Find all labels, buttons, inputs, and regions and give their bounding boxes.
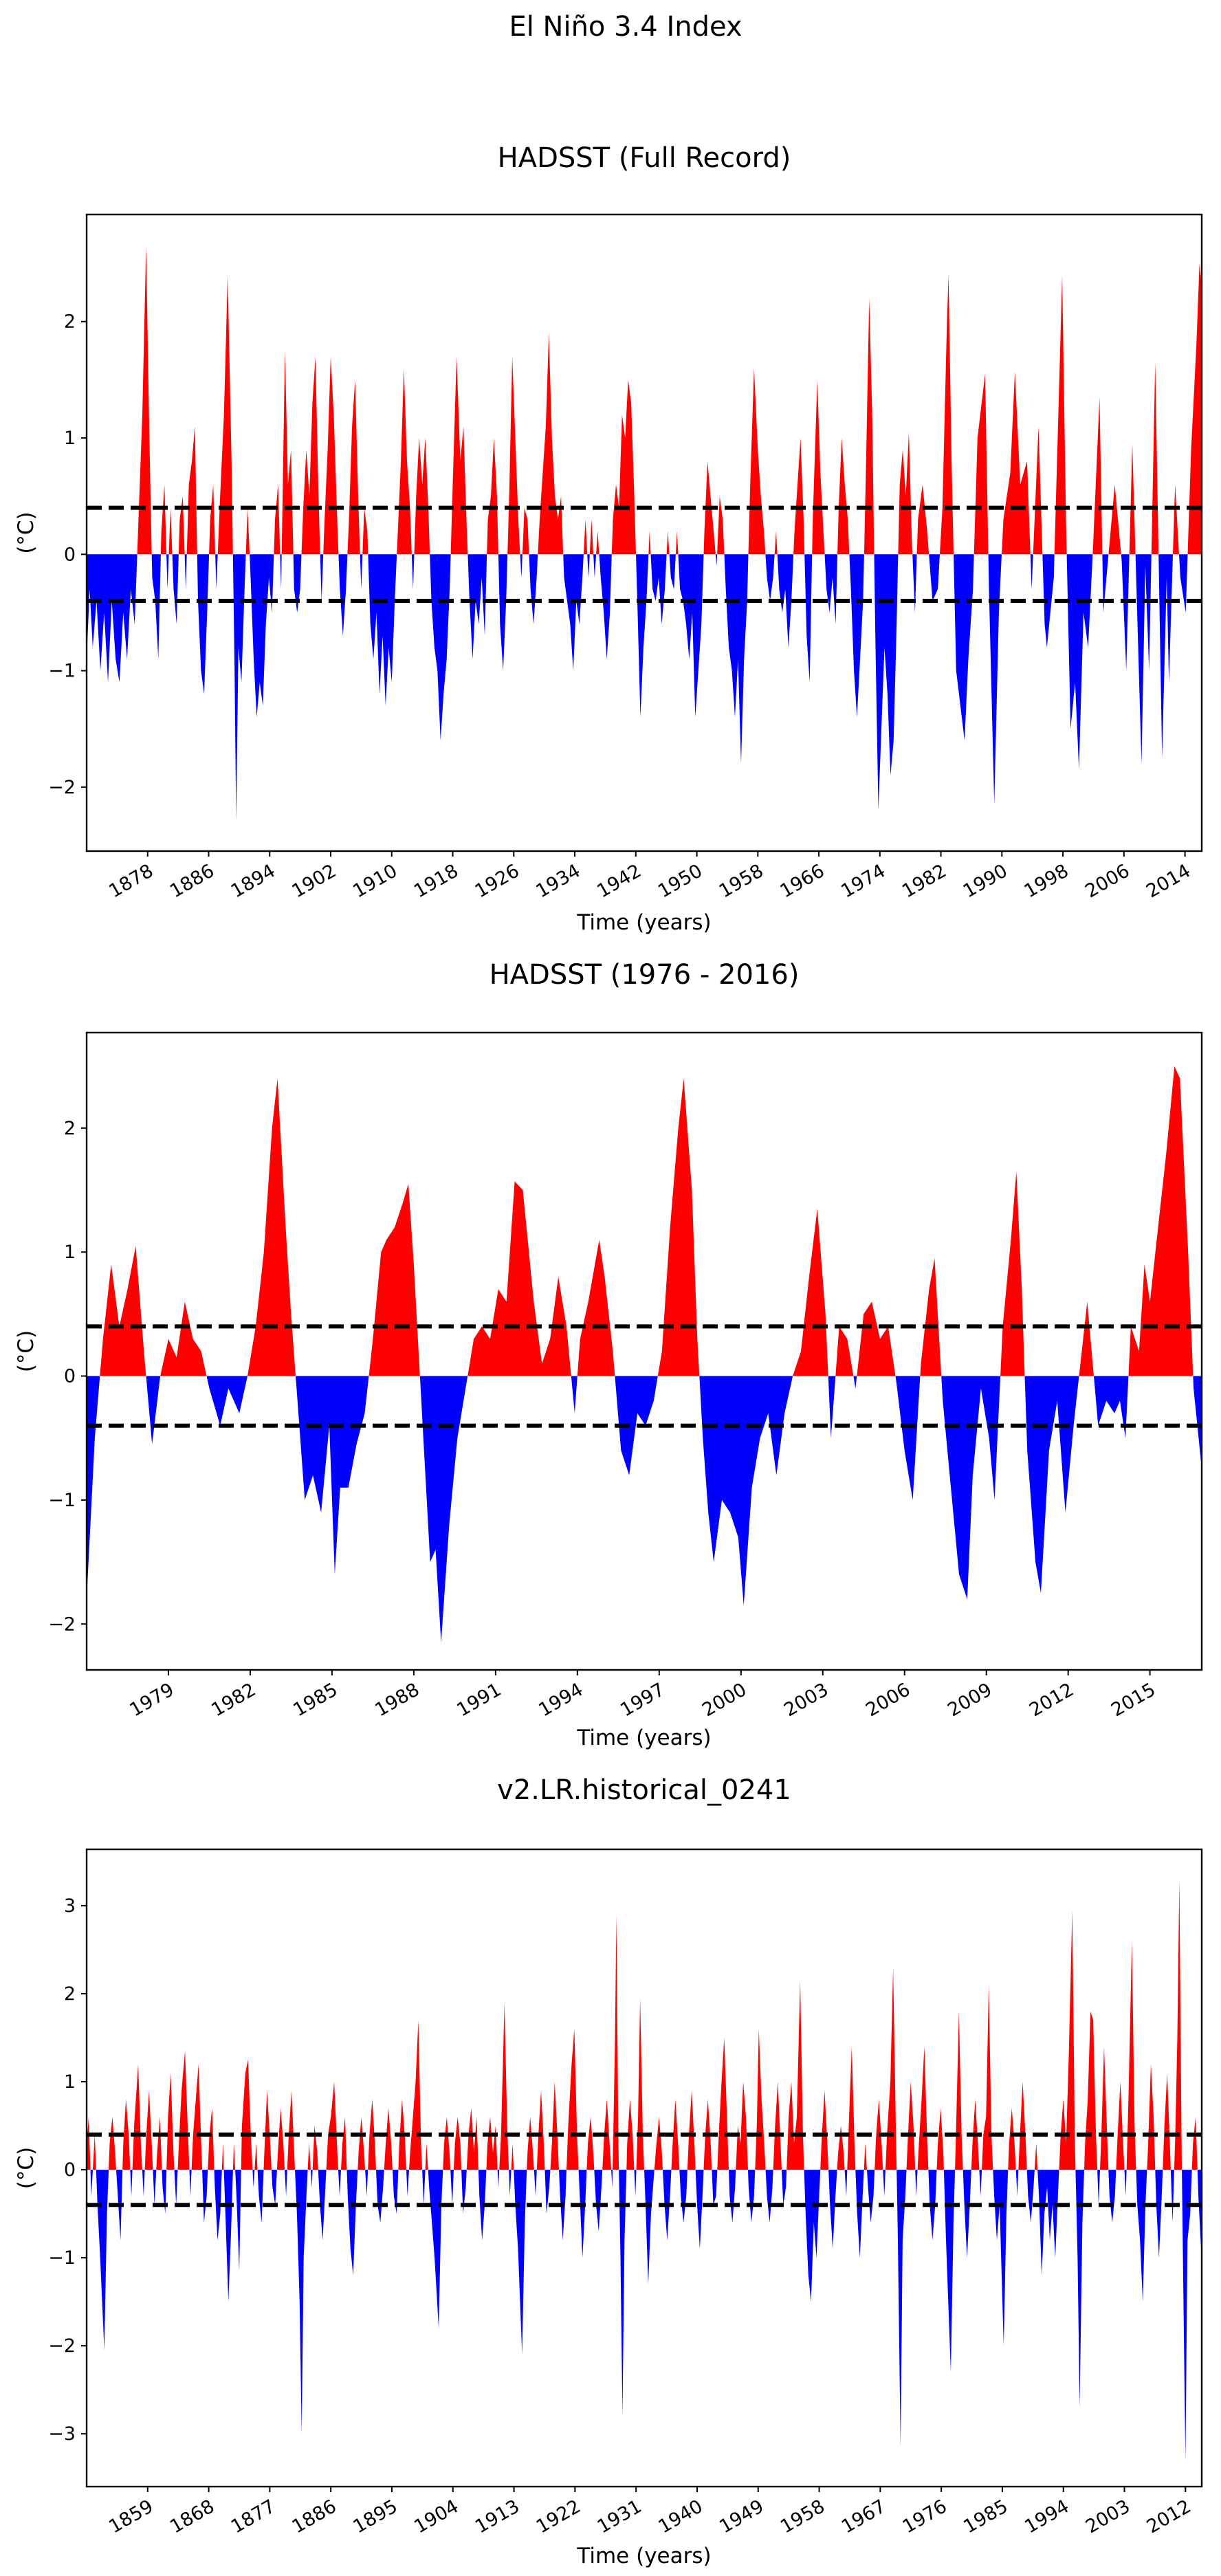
figure-suptitle: El Niño 3.4 Index bbox=[509, 11, 742, 43]
y-tick-label: 2 bbox=[64, 311, 76, 333]
panel-2-title: HADSST (1976 - 2016) bbox=[490, 959, 800, 991]
y-tick-label: 3 bbox=[64, 1895, 76, 1917]
axes-frame bbox=[85, 1031, 1203, 1671]
y-tick-label: −3 bbox=[48, 2423, 76, 2445]
panel-3-title: v2.LR.historical_0241 bbox=[497, 1774, 791, 1806]
y-tick-label: 0 bbox=[64, 2159, 76, 2181]
y-tick-label: −1 bbox=[48, 2247, 76, 2269]
y-axis-label: (°C) bbox=[14, 2147, 38, 2189]
y-tick-label: 1 bbox=[64, 428, 76, 449]
warm-anomaly-area bbox=[87, 1879, 1201, 2170]
y-tick-label: 0 bbox=[64, 1366, 76, 1387]
y-tick-label: 2 bbox=[64, 1983, 76, 2005]
y-tick-label: 2 bbox=[64, 1118, 76, 1139]
x-axis-label: Time (years) bbox=[576, 910, 711, 935]
y-tick-label: 0 bbox=[64, 544, 76, 565]
y-tick-label: −2 bbox=[48, 1614, 76, 1635]
warm-anomaly-area bbox=[87, 1066, 1202, 1376]
y-axis-label: (°C) bbox=[14, 511, 38, 553]
y-tick-label: 1 bbox=[64, 1242, 76, 1263]
x-axis-label: Time (years) bbox=[576, 2544, 711, 2568]
axes-frame bbox=[85, 213, 1203, 852]
x-axis-label: Time (years) bbox=[576, 1726, 711, 1750]
panel-1-title: HADSST (Full Record) bbox=[498, 142, 791, 174]
y-tick-label: −2 bbox=[48, 777, 76, 798]
y-tick-label: −2 bbox=[48, 2335, 76, 2357]
y-tick-label: −1 bbox=[48, 661, 76, 682]
cold-anomaly-area bbox=[87, 554, 1202, 822]
y-axis-label: (°C) bbox=[14, 1330, 38, 1372]
y-tick-label: −1 bbox=[48, 1490, 76, 1511]
axes-frame bbox=[85, 1848, 1203, 2488]
y-tick-label: 1 bbox=[64, 2071, 76, 2093]
